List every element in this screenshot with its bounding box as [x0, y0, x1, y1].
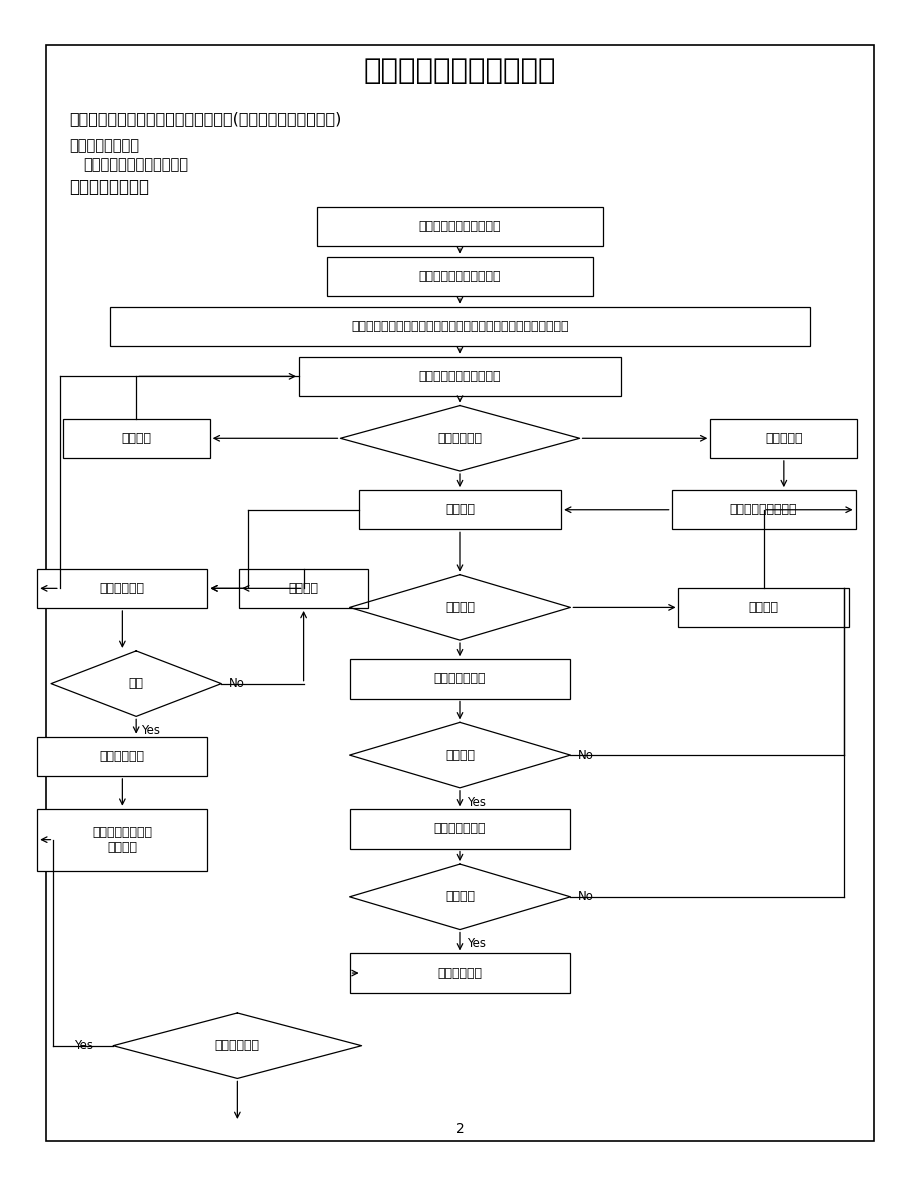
FancyBboxPatch shape: [349, 660, 570, 698]
Text: （二）深基坑支护工程特点: （二）深基坑支护工程特点: [83, 157, 187, 172]
FancyBboxPatch shape: [678, 588, 847, 626]
Text: 参加各方验收: 参加各方验收: [100, 750, 144, 762]
Text: 班组自检: 班组自检: [445, 504, 474, 516]
Text: 2: 2: [455, 1122, 464, 1136]
Text: No: No: [229, 678, 244, 690]
Text: 组织竣工初验: 组织竣工初验: [100, 582, 144, 594]
Text: 深基坑支护监理实施细则: 深基坑支护监理实施细则: [363, 57, 556, 86]
Text: 是否通过: 是否通过: [445, 891, 474, 903]
Text: Yes: Yes: [141, 724, 160, 737]
Text: Yes: Yes: [74, 1040, 93, 1052]
Text: 符合标准: 符合标准: [445, 749, 474, 761]
Text: 通过: 通过: [129, 678, 143, 690]
FancyBboxPatch shape: [46, 45, 873, 1141]
Text: 签发开工令: 签发开工令: [765, 432, 801, 444]
Text: 编制与交底监理实施计划: 编制与交底监理实施计划: [418, 270, 501, 282]
FancyBboxPatch shape: [38, 569, 208, 607]
Text: Yes: Yes: [467, 937, 486, 950]
FancyBboxPatch shape: [62, 419, 210, 457]
Text: 是否最后工序: 是否最后工序: [215, 1040, 259, 1052]
Text: 深基坑支护工程施工: 深基坑支护工程施工: [729, 504, 797, 516]
FancyBboxPatch shape: [349, 953, 570, 993]
Text: No: No: [577, 891, 593, 903]
Text: 审查开工前施工准备工作: 审查开工前施工准备工作: [418, 370, 501, 382]
FancyBboxPatch shape: [709, 419, 857, 457]
Text: 监理工程师检验: 监理工程师检验: [433, 823, 486, 835]
FancyBboxPatch shape: [349, 810, 570, 848]
FancyBboxPatch shape: [38, 736, 208, 777]
Text: 整理资料，监理，
监督保修: 整理资料，监理， 监督保修: [92, 825, 153, 854]
FancyBboxPatch shape: [239, 569, 368, 607]
Text: （一）工程概况：: （一）工程概况：: [69, 138, 139, 152]
Text: 专职质检员复检: 专职质检员复检: [433, 673, 486, 685]
Text: Yes: Yes: [467, 796, 486, 809]
FancyBboxPatch shape: [317, 207, 602, 245]
Text: 整改返工: 整改返工: [748, 601, 777, 613]
Text: 办理有关签证: 办理有关签证: [437, 967, 482, 979]
Text: 确定深基坑支护工程质量标准与检查验收程序以及进度与投资目标: 确定深基坑支护工程质量标准与检查验收程序以及进度与投资目标: [351, 320, 568, 332]
Text: 继续准备: 继续准备: [121, 432, 151, 444]
Text: No: No: [577, 749, 593, 761]
FancyBboxPatch shape: [671, 491, 855, 529]
FancyBboxPatch shape: [358, 491, 561, 529]
FancyBboxPatch shape: [326, 256, 593, 295]
Text: 一、工程概况及深基坑支护工程的特点(根据工程具体情况填写): 一、工程概况及深基坑支护工程的特点(根据工程具体情况填写): [69, 112, 341, 126]
Text: 二、监理工作流程: 二、监理工作流程: [69, 177, 149, 197]
Text: 监理进场与监理准备工作: 监理进场与监理准备工作: [418, 220, 501, 232]
FancyBboxPatch shape: [299, 356, 620, 395]
FancyBboxPatch shape: [38, 809, 208, 871]
Text: 限期整改: 限期整改: [289, 582, 318, 594]
Text: 符合标准: 符合标准: [445, 601, 474, 613]
FancyBboxPatch shape: [110, 306, 809, 345]
Text: 具备开工条件: 具备开工条件: [437, 432, 482, 444]
